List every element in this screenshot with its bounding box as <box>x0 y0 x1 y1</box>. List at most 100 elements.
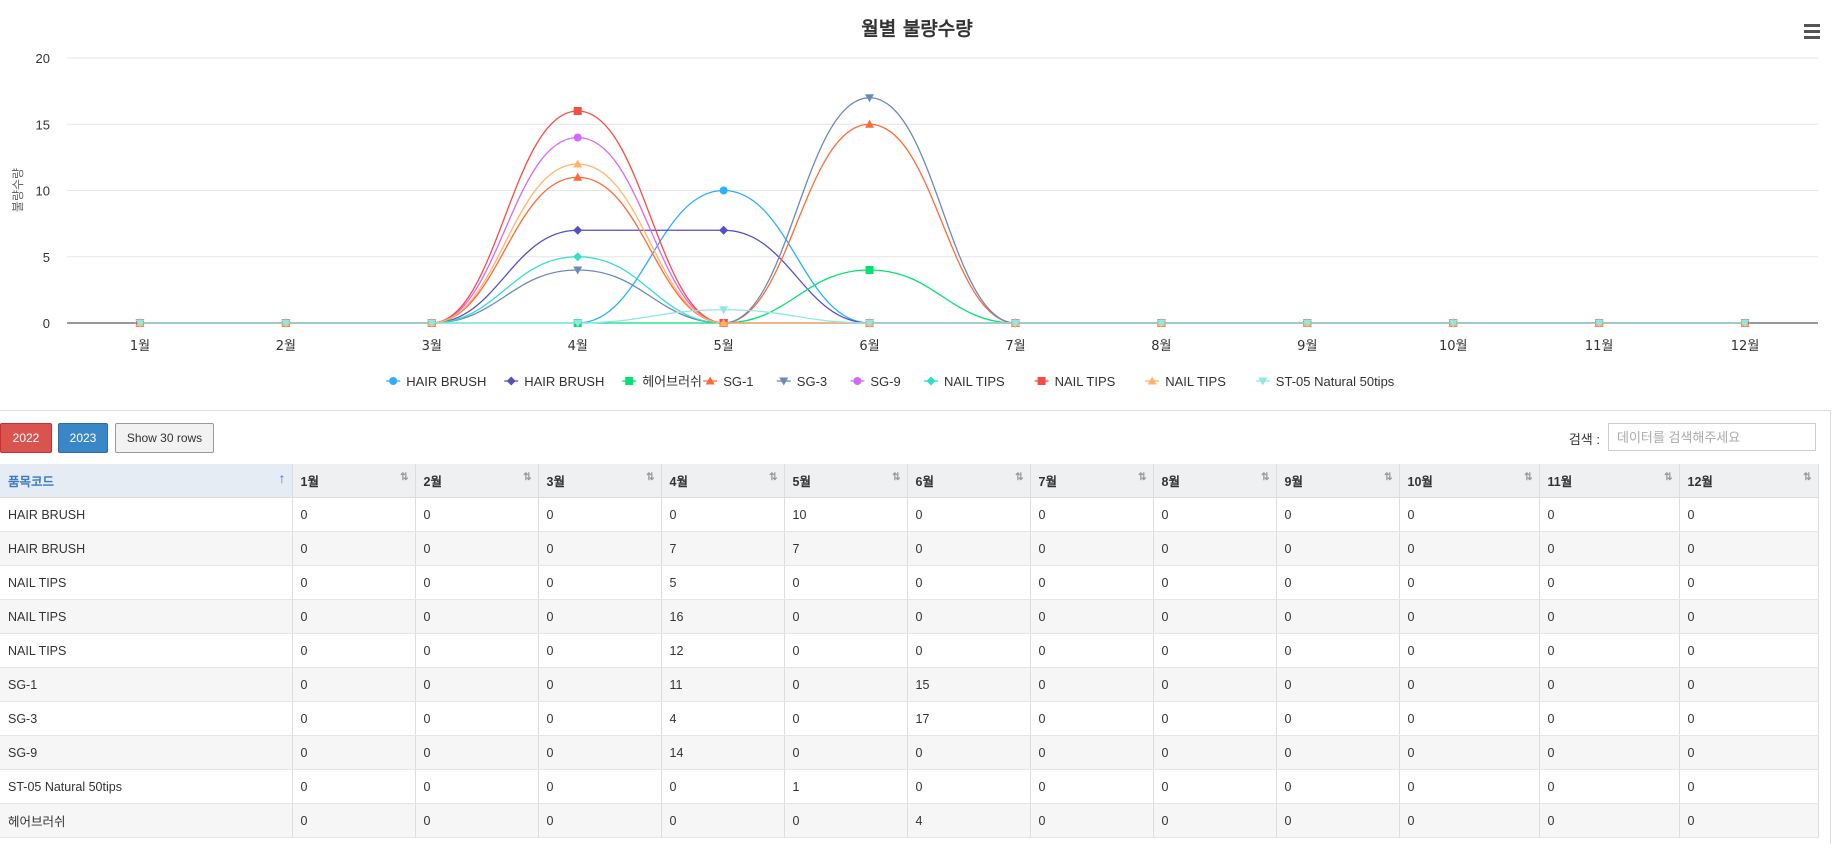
sort-icon[interactable]: ⇅ <box>892 472 901 483</box>
year-2022-button[interactable]: 2022 <box>0 423 52 453</box>
table-row[interactable]: ST-05 Natural 50tips 0 0 0 0 1 0 0 0 0 0 0 0 <box>0 769 1819 804</box>
column-header[interactable]: 12월 ⇅ <box>1679 464 1819 498</box>
table-cell: 0 <box>415 599 539 634</box>
table-cell: 0 <box>415 769 539 804</box>
table-cell: 0 <box>1679 667 1819 702</box>
legend-item[interactable]: HAIR BRUSH <box>524 374 604 389</box>
table-cell: 4 <box>661 701 785 736</box>
table-cell: HAIR BRUSH <box>0 497 293 532</box>
table-body: HAIR BRUSH 0 0 0 0 10 0 0 0 0 0 0 0 HAIR BRUSH 0 0 0 7 7 0 0… <box>0 497 1819 838</box>
table-cell: 0 <box>538 531 662 566</box>
table-row[interactable]: SG-1 0 0 0 11 0 15 0 0 0 0 0 0 <box>0 667 1819 702</box>
sort-icon[interactable]: ⇅ <box>646 472 655 483</box>
table-cell: 0 <box>415 565 539 600</box>
table-cell: 0 <box>1539 735 1680 770</box>
table-cell: 0 <box>1276 633 1400 668</box>
table-cell: 0 <box>415 497 539 532</box>
show-rows-button[interactable]: Show 30 rows <box>115 423 214 453</box>
table-row[interactable]: SG-3 0 0 0 4 0 17 0 0 0 0 0 0 <box>0 701 1819 736</box>
year-2023-button[interactable]: 2023 <box>58 423 108 453</box>
column-header-label: 11월 <box>1547 475 1573 489</box>
column-header[interactable]: 7월 ⇅ <box>1030 464 1154 498</box>
sort-icon[interactable]: ⇅ <box>1261 472 1270 483</box>
table-row[interactable]: HAIR BRUSH 0 0 0 0 10 0 0 0 0 0 0 0 <box>0 497 1819 532</box>
column-header[interactable]: 1월 ⇅ <box>292 464 416 498</box>
table-cell: 0 <box>538 565 662 600</box>
table-cell: 0 <box>1276 769 1400 804</box>
hamburger-menu-icon[interactable] <box>1804 24 1820 42</box>
legend-marker <box>705 376 715 385</box>
table-cell: 0 <box>538 735 662 770</box>
column-header[interactable]: 4월 ⇅ <box>661 464 785 498</box>
column-header-label: 9월 <box>1284 475 1303 489</box>
column-header[interactable]: 8월 ⇅ <box>1153 464 1277 498</box>
table-cell: 0 <box>292 667 416 702</box>
column-header-label: 8월 <box>1161 475 1180 489</box>
legend-item[interactable]: HAIR BRUSH <box>406 374 486 389</box>
table-cell: 12 <box>661 633 785 668</box>
table-cell: 0 <box>292 599 416 634</box>
table-row[interactable]: NAIL TIPS 0 0 0 5 0 0 0 0 0 0 0 0 <box>0 565 1819 600</box>
sort-icon[interactable]: ⇅ <box>523 472 532 483</box>
table-cell: 0 <box>1153 803 1277 838</box>
sort-icon[interactable]: ↑ <box>278 470 286 486</box>
table-cell: 0 <box>907 769 1031 804</box>
legend-item[interactable]: 헤어브러쉬 <box>642 374 702 389</box>
table-cell: 0 <box>1679 497 1819 532</box>
table-cell: 0 <box>1153 633 1277 668</box>
table-cell: 0 <box>1679 769 1819 804</box>
legend-item[interactable]: SG-3 <box>797 374 827 389</box>
column-header[interactable]: 10월 ⇅ <box>1399 464 1540 498</box>
table-cell: 0 <box>1539 531 1680 566</box>
table-row[interactable]: NAIL TIPS 0 0 0 12 0 0 0 0 0 0 0 0 <box>0 633 1819 668</box>
column-header[interactable]: 6월 ⇅ <box>907 464 1031 498</box>
table-row[interactable]: SG-9 0 0 0 14 0 0 0 0 0 0 0 0 <box>0 735 1819 770</box>
table-row[interactable]: HAIR BRUSH 0 0 0 7 7 0 0 0 0 0 0 0 <box>0 531 1819 566</box>
column-header[interactable]: 11월 ⇅ <box>1539 464 1680 498</box>
table-cell: 0 <box>1539 497 1680 532</box>
table-cell: 0 <box>1153 531 1277 566</box>
legend-item[interactable]: NAIL TIPS <box>1055 374 1116 389</box>
table-cell: 0 <box>1153 599 1277 634</box>
table-cell: 0 <box>1539 701 1680 736</box>
table-cell: 0 <box>1399 769 1540 804</box>
series-line <box>139 110 1746 324</box>
data-point <box>719 225 729 235</box>
table-cell: 0 <box>784 803 908 838</box>
search-input[interactable] <box>1608 423 1816 451</box>
data-point <box>865 94 875 103</box>
table-cell: 0 <box>292 735 416 770</box>
x-tick-label: 3월 <box>422 339 442 354</box>
column-header[interactable]: 3월 ⇅ <box>538 464 662 498</box>
sort-icon[interactable]: ⇅ <box>1664 472 1673 483</box>
data-point <box>865 319 875 328</box>
table-cell: 0 <box>1153 667 1277 702</box>
table-cell: 0 <box>538 599 662 634</box>
column-header[interactable]: 품목코드 ↑ <box>0 464 293 498</box>
sort-icon[interactable]: ⇅ <box>769 472 778 483</box>
y-tick-label: 5 <box>43 250 50 265</box>
column-header[interactable]: 9월 ⇅ <box>1276 464 1400 498</box>
series-line <box>139 256 1746 324</box>
sort-icon[interactable]: ⇅ <box>1803 472 1812 483</box>
legend-item[interactable]: NAIL TIPS <box>1165 374 1226 389</box>
table-cell: 0 <box>1679 565 1819 600</box>
legend-item[interactable]: SG-1 <box>723 374 753 389</box>
sort-icon[interactable]: ⇅ <box>1384 472 1393 483</box>
legend-item[interactable]: SG-9 <box>870 374 900 389</box>
chart-area: 월별 불량수량 0 5 10 15 20 불량수량 1월 2월 3월 4월 5월 6월 7월 8월 9월 10월… <box>0 0 1834 405</box>
x-tick-label: 7월 <box>1005 339 1025 354</box>
table-cell: 0 <box>784 735 908 770</box>
sort-icon[interactable]: ⇅ <box>1524 472 1533 483</box>
sort-icon[interactable]: ⇅ <box>400 472 409 483</box>
legend-item[interactable]: ST-05 Natural 50tips <box>1276 374 1395 389</box>
sort-icon[interactable]: ⇅ <box>1138 472 1147 483</box>
column-header[interactable]: 2월 ⇅ <box>415 464 539 498</box>
table-row[interactable]: 헤어브러쉬 0 0 0 0 0 4 0 0 0 0 0 0 <box>0 803 1819 838</box>
column-header[interactable]: 5월 ⇅ <box>784 464 908 498</box>
table-row[interactable]: NAIL TIPS 0 0 0 16 0 0 0 0 0 0 0 0 <box>0 599 1819 634</box>
table-cell: 0 <box>1030 633 1154 668</box>
sort-icon[interactable]: ⇅ <box>1015 472 1024 483</box>
table-cell: 0 <box>1276 531 1400 566</box>
legend-item[interactable]: NAIL TIPS <box>944 374 1005 389</box>
